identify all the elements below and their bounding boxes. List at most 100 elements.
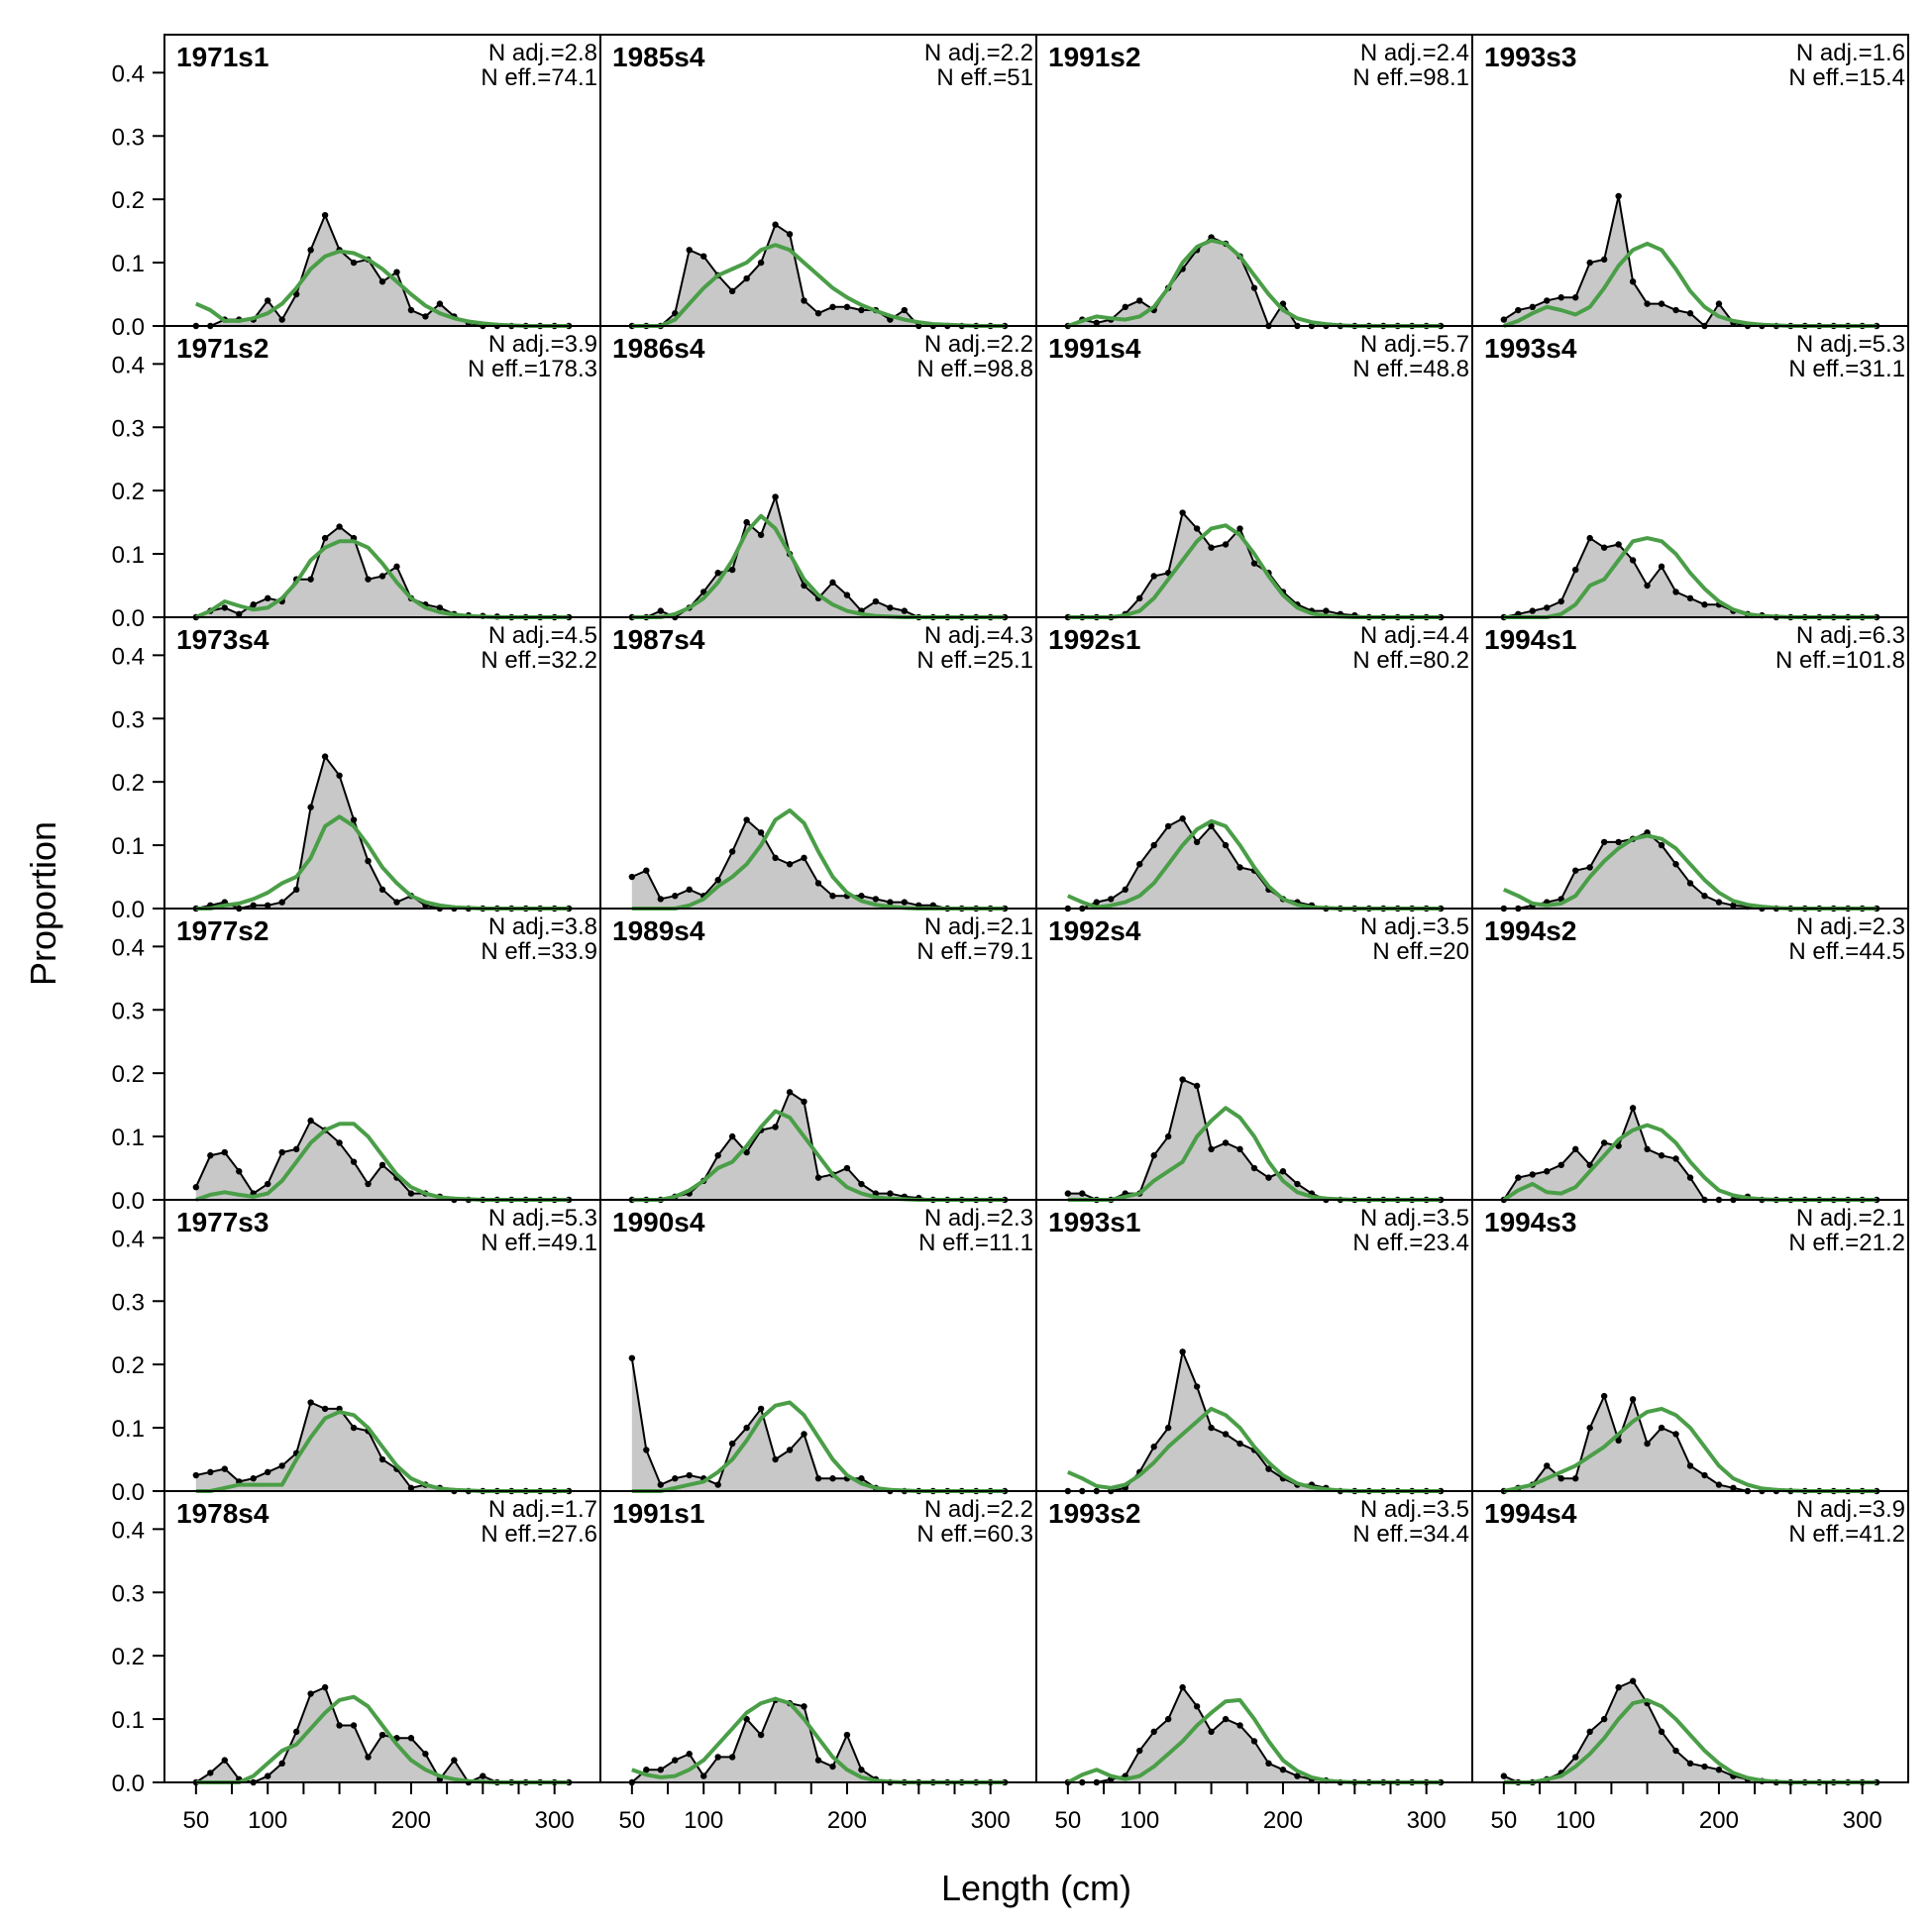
y-tick-label: 0.3 bbox=[112, 706, 145, 733]
x-tick-label: 100 bbox=[1120, 1807, 1159, 1834]
observed-point bbox=[1686, 880, 1694, 887]
observed-point bbox=[393, 268, 400, 275]
observed-point bbox=[1193, 525, 1201, 532]
observed-point bbox=[657, 896, 664, 903]
observed-point bbox=[1164, 822, 1172, 830]
observed-point bbox=[1529, 303, 1536, 311]
observed-point bbox=[1500, 1772, 1508, 1779]
panel-1991s4: 1991s4 N adj.=5.7N eff.=48.8 bbox=[1035, 325, 1473, 621]
observed-point bbox=[686, 1471, 693, 1479]
n-eff-label: N eff.=48.8 bbox=[1352, 356, 1469, 382]
observed-point bbox=[728, 1754, 736, 1761]
observed-point bbox=[1193, 838, 1201, 846]
observed-point bbox=[1544, 604, 1551, 611]
observed-point bbox=[1093, 899, 1100, 906]
n-adj-label: N adj.=3.8 bbox=[488, 913, 597, 940]
observed-point bbox=[772, 854, 779, 862]
y-tick-label: 0.2 bbox=[112, 1061, 145, 1088]
observed-point bbox=[858, 893, 865, 900]
n-adj-label: N adj.=2.2 bbox=[924, 40, 1033, 66]
observed-area bbox=[1067, 1079, 1442, 1200]
panel-1994s3: 1994s3 N adj.=2.1N eff.=21.2 bbox=[1471, 1199, 1909, 1495]
n-adj-label: N adj.=6.3 bbox=[1796, 622, 1905, 649]
observed-point bbox=[321, 753, 329, 760]
observed-point bbox=[786, 1089, 794, 1096]
observed-area bbox=[631, 1357, 1006, 1491]
observed-area bbox=[195, 526, 570, 617]
observed-point bbox=[887, 899, 894, 906]
panel-1990s4: 1990s4 N adj.=2.3N eff.=11.1 bbox=[599, 1199, 1037, 1495]
panel-label: 1971s2 bbox=[176, 333, 268, 364]
observed-point bbox=[1150, 573, 1157, 580]
n-eff-label: N eff.=51 bbox=[936, 64, 1033, 91]
observed-point bbox=[1572, 1475, 1579, 1482]
y-tick-label: 0.2 bbox=[112, 1352, 145, 1379]
y-tick-label: 0.1 bbox=[112, 1707, 145, 1734]
observed-point bbox=[1179, 1683, 1186, 1691]
observed-point bbox=[1586, 864, 1593, 871]
n-adj-label: N adj.=2.8 bbox=[488, 40, 597, 66]
observed-point bbox=[1136, 594, 1143, 602]
observed-point bbox=[1193, 1703, 1201, 1710]
observed-point bbox=[451, 1757, 458, 1764]
observed-point bbox=[278, 1760, 285, 1768]
observed-point bbox=[1672, 1431, 1679, 1438]
observed-point bbox=[422, 1751, 429, 1758]
observed-point bbox=[250, 1475, 257, 1482]
panel-1994s1: 1994s1 N adj.=6.3N eff.=101.8 bbox=[1471, 616, 1909, 912]
observed-point bbox=[236, 610, 243, 618]
x-tick-label: 300 bbox=[1843, 1807, 1882, 1834]
panel-1994s2: 1994s2 N adj.=2.3N eff.=44.5 bbox=[1471, 908, 1909, 1204]
n-eff-label: N eff.=98.8 bbox=[916, 356, 1033, 382]
observed-point bbox=[1544, 1168, 1551, 1175]
panel-label: 1987s4 bbox=[612, 624, 705, 655]
observed-point bbox=[1279, 1767, 1287, 1773]
observed-point bbox=[278, 1148, 285, 1156]
observed-point bbox=[814, 310, 822, 317]
observed-point bbox=[1222, 1431, 1230, 1438]
observed-point bbox=[1529, 607, 1536, 614]
observed-point bbox=[250, 601, 257, 608]
observed-point bbox=[829, 1475, 836, 1482]
observed-point bbox=[378, 886, 386, 894]
observed-point bbox=[1236, 1722, 1243, 1729]
panel-label: 1991s2 bbox=[1048, 42, 1140, 72]
observed-point bbox=[1265, 1174, 1272, 1181]
observed-point bbox=[743, 518, 750, 526]
observed-point bbox=[1515, 1174, 1522, 1181]
observed-point bbox=[407, 1735, 415, 1742]
observed-area bbox=[195, 1687, 570, 1782]
y-tick-label: 0.0 bbox=[112, 605, 145, 632]
observed-point bbox=[1586, 534, 1593, 542]
n-eff-label: N eff.=15.4 bbox=[1788, 64, 1905, 91]
observed-point bbox=[1615, 1142, 1622, 1149]
panel-1993s1: 1993s1 N adj.=3.5N eff.=23.4 bbox=[1035, 1199, 1473, 1495]
observed-point bbox=[1179, 1348, 1186, 1355]
observed-point bbox=[1701, 1471, 1708, 1479]
observed-point bbox=[307, 247, 314, 254]
panel-1978s4: 1978s4 N adj.=1.7N eff.=27.6 bbox=[163, 1490, 601, 1786]
observed-point bbox=[1208, 1424, 1215, 1432]
observed-point bbox=[743, 816, 750, 823]
observed-point bbox=[1515, 306, 1522, 314]
observed-point bbox=[1136, 861, 1143, 868]
n-adj-label: N adj.=4.3 bbox=[924, 622, 1033, 649]
observed-point bbox=[436, 300, 444, 307]
observed-point bbox=[1600, 838, 1608, 846]
observed-area bbox=[1503, 832, 1878, 909]
n-eff-label: N eff.=34.4 bbox=[1352, 1521, 1469, 1548]
x-tick-label: 200 bbox=[1263, 1807, 1303, 1834]
n-adj-label: N adj.=3.5 bbox=[1360, 1496, 1469, 1523]
observed-area bbox=[1067, 818, 1442, 909]
observed-point bbox=[714, 1152, 721, 1159]
observed-point bbox=[350, 1722, 358, 1729]
observed-point bbox=[829, 579, 836, 587]
observed-point bbox=[1250, 1164, 1258, 1172]
observed-point bbox=[772, 1455, 779, 1463]
observed-point bbox=[628, 1354, 636, 1361]
observed-area bbox=[1503, 1108, 1878, 1200]
observed-point bbox=[1629, 1105, 1637, 1112]
observed-point bbox=[686, 886, 693, 894]
observed-point bbox=[1615, 1683, 1622, 1691]
observed-point bbox=[700, 1772, 707, 1779]
